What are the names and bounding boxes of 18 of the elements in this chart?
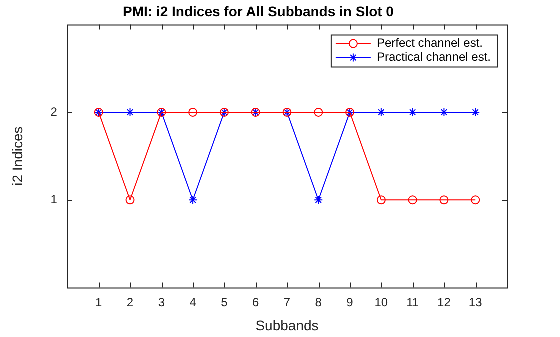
x-tick-label: 4: [190, 295, 197, 310]
x-tick-label: 5: [221, 295, 228, 310]
x-tick-label: 7: [284, 295, 291, 310]
x-tick-label: 6: [252, 295, 260, 310]
x-tick-label: 8: [315, 295, 322, 310]
x-tick-label: 2: [126, 295, 134, 310]
chart-title: PMI: i2 Indices for All Subbands in Slot 0: [123, 3, 394, 20]
legend-label: Practical channel est.: [376, 50, 492, 64]
x-tick-label: 10: [374, 295, 388, 310]
x-tick-label: 12: [438, 295, 452, 310]
legend-label: Perfect channel est.: [376, 36, 484, 50]
x-tick-label: 13: [468, 295, 483, 310]
x-axis-title: Subbands: [256, 317, 319, 334]
x-tick-label: 3: [158, 295, 166, 310]
x-tick-label: 11: [406, 295, 420, 310]
y-axis-title: i2 Indices: [9, 126, 26, 186]
x-tick-label: 9: [346, 295, 354, 310]
x-tick-label: 1: [96, 295, 103, 310]
